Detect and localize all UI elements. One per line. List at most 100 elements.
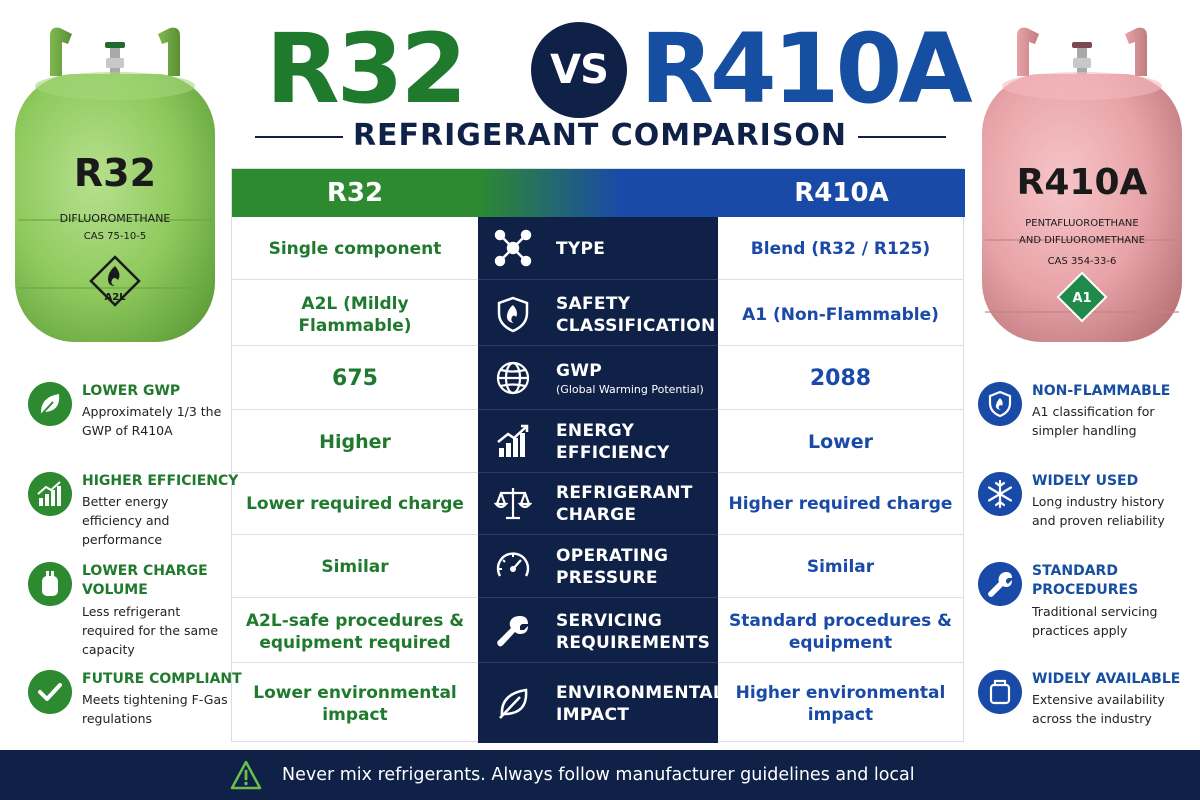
- flammable-hazard-icon: A2L: [89, 255, 141, 307]
- r410a-cylinder-chemical-1: PENTAFLUOROETHANE: [1025, 218, 1138, 229]
- feature-title: WIDELY USED: [1032, 473, 1139, 489]
- property-gwp: GWP (Global Warming Potential): [478, 347, 718, 410]
- table-row-charge: Lower required charge REFRIGERANT CHARGE…: [232, 472, 963, 535]
- property-type: TYPE: [478, 217, 718, 280]
- cylinder-icon: [28, 562, 72, 606]
- property-charge: REFRIGERANT CHARGE: [478, 472, 718, 535]
- r32-cylinder-label: R32: [74, 151, 156, 195]
- feature-title: STANDARD PROCEDURES: [1032, 563, 1139, 598]
- property-column: [478, 217, 718, 743]
- r410a-cylinder-chemical-2: AND DIFLUOROMETHANE: [1019, 235, 1145, 246]
- feature-description: Approximately 1/3 the GWP of R410A: [82, 404, 222, 438]
- property-type-label: TYPE: [556, 238, 606, 259]
- property-safety: SAFETY CLASSIFICATION: [478, 283, 718, 346]
- row-divider: [478, 662, 718, 663]
- feature-widely-available: WIDELY AVAILABLE Extensive availability …: [978, 670, 1180, 740]
- warning-icon: [230, 760, 262, 790]
- cylinder-icon: [978, 670, 1022, 714]
- property-gwp-sublabel: (Global Warming Potential): [556, 382, 704, 396]
- row-divider: [478, 279, 718, 280]
- r32-servicing-value: A2L-safe procedures & equipment required: [245, 610, 465, 653]
- feature-description: A1 classification for simpler handling: [1032, 404, 1155, 438]
- table-row-pressure: Similar OPERATING PRESSURE Similar: [232, 535, 963, 598]
- r410a-column-header: R410A: [718, 169, 965, 217]
- wrench-icon: [978, 562, 1022, 606]
- leaf-icon: [499, 688, 528, 719]
- property-energy-label-1: ENERGY: [556, 420, 635, 441]
- feature-description: Extensive availability across the indust…: [1032, 692, 1165, 726]
- r32-cylinder-chemical: DIFLUOROMETHANE: [60, 212, 171, 225]
- nonflammable-hazard-icon: A1: [1056, 271, 1108, 323]
- r410a-hazard-label: A1: [1072, 291, 1091, 306]
- r410a-energy-value: Lower: [808, 430, 873, 453]
- feature-widely-used: WIDELY USED Long industry history and pr…: [978, 472, 1178, 542]
- shield-icon: [978, 382, 1022, 426]
- r32-cylinder-cas: CAS 75-10-5: [84, 231, 146, 242]
- r32-hazard-label: A2L: [104, 292, 126, 303]
- feature-title: WIDELY AVAILABLE: [1032, 671, 1181, 687]
- row-divider: [478, 409, 718, 410]
- subtitle-divider-left: [255, 136, 343, 138]
- row-divider: [478, 345, 718, 346]
- r32-column-header: R32: [232, 169, 478, 217]
- subtitle-divider-right: [858, 136, 946, 138]
- property-gwp-label: GWP: [556, 360, 603, 381]
- page-subtitle: REFRIGERANT COMPARISON: [352, 118, 848, 153]
- property-environmental-label-1: ENVIRONMENTAL: [556, 682, 725, 703]
- property-energy-label-2: EFFICIENCY: [556, 442, 670, 463]
- table-row-gwp: 675 GWP (Global Warming Potential) 2088: [232, 347, 963, 410]
- row-divider: [478, 472, 718, 473]
- leaf-icon: [28, 382, 72, 426]
- r32-charge-value: Lower required charge: [246, 493, 464, 514]
- r410a-servicing-value: Standard procedures & equipment: [729, 610, 952, 653]
- feature-future-compliant: FUTURE COMPLIANT Meets tightening F-Gas …: [28, 670, 242, 740]
- property-pressure: OPERATING PRESSURE: [478, 535, 718, 598]
- vs-badge: VS: [531, 22, 627, 118]
- shield-icon: [497, 296, 529, 333]
- table-row-environmental: Lower environmental impact ENVIRONMENTAL…: [232, 672, 963, 735]
- r32-gwp-value: 675: [332, 365, 378, 391]
- feature-lower-charge-volume: LOWER CHARGE VOLUME Less refrigerant req…: [28, 562, 228, 657]
- comparison-table: R32 R410A Single component TYPE Blend (R…: [231, 168, 965, 743]
- r32-safety-value: A2L (Mildly Flammable): [298, 293, 412, 336]
- feature-description: Long industry history and proven reliabi…: [1032, 494, 1165, 528]
- r32-cylinder: R32 DIFLUOROMETHANE CAS 75-10-5 A2L: [15, 27, 215, 342]
- feature-description: Meets tightening F-Gas regulations: [82, 692, 228, 726]
- r32-type-value: Single component: [268, 238, 442, 259]
- r32-pressure-value: Similar: [321, 556, 389, 577]
- r410a-environmental-value: Higher environmental impact: [735, 682, 946, 725]
- r410a-charge-value: Higher required charge: [728, 493, 953, 514]
- bar-chart-icon: [28, 472, 72, 516]
- molecule-icon: [494, 229, 532, 267]
- snowflake-icon: [978, 472, 1022, 516]
- table-row-servicing: A2L-safe procedures & equipment required…: [232, 600, 963, 663]
- property-servicing-label-1: SERVICING: [556, 610, 663, 631]
- bar-chart-icon: [497, 424, 529, 457]
- property-servicing-label-2: REQUIREMENTS: [556, 632, 711, 653]
- feature-lower-gwp: LOWER GWP Approximately 1/3 the GWP of R…: [28, 382, 228, 452]
- right-title: R410A: [640, 13, 973, 125]
- gauge-icon: [496, 552, 530, 577]
- table-row-safety: A2L (Mildly Flammable) SAFETY CLASSIFICA…: [232, 283, 963, 346]
- property-safety-label-1: SAFETY: [556, 293, 631, 314]
- property-pressure-label-1: OPERATING: [556, 545, 669, 566]
- r410a-cylinder-cas: CAS 354-33-6: [1048, 256, 1117, 267]
- table-row-type: Single component TYPE Blend (R32 / R125): [232, 217, 963, 280]
- property-servicing: SERVICING REQUIREMENTS: [478, 600, 718, 663]
- property-safety-label-2: CLASSIFICATION: [556, 315, 716, 336]
- footer-warning-text: Never mix refrigerants. Always follow ma…: [282, 765, 915, 785]
- property-column-header: [478, 169, 718, 217]
- feature-higher-efficiency: HIGHER EFFICIENCY Better energy efficien…: [28, 472, 238, 547]
- r410a-cylinder: R410A PENTAFLUOROETHANE AND DIFLUOROMETH…: [982, 27, 1182, 342]
- r410a-pressure-value: Similar: [806, 556, 875, 577]
- property-environmental-label-2: IMPACT: [556, 704, 630, 725]
- globe-icon: [496, 361, 530, 395]
- row-divider: [478, 534, 718, 535]
- feature-title: LOWER CHARGE VOLUME: [82, 563, 208, 598]
- footer-banner: Never mix refrigerants. Always follow ma…: [0, 750, 1200, 800]
- r410a-type-value: Blend (R32 / R125): [750, 238, 931, 259]
- r410a-gwp-value: 2088: [809, 365, 872, 391]
- checkmark-icon: [28, 670, 72, 714]
- r410a-safety-value: A1 (Non-Flammable): [742, 304, 939, 325]
- feature-description: Traditional servicing practices apply: [1032, 604, 1158, 638]
